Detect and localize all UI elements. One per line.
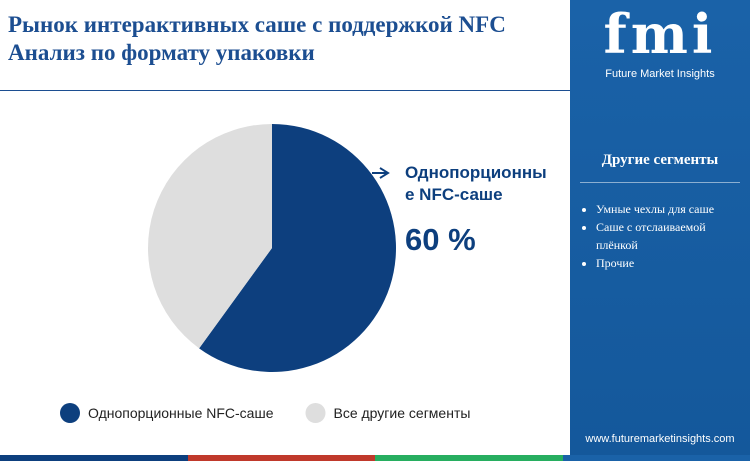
- segment-list: Умные чехлы для сашеСаше с отслаиваемой …: [576, 200, 746, 272]
- callout-arrow: [372, 167, 390, 179]
- divider: [0, 90, 570, 91]
- legend-label: Однопорционные NFC-саше: [88, 405, 274, 421]
- website: www.futuremarketinsights.com: [585, 433, 735, 445]
- pie-slice: [148, 124, 272, 349]
- segment-item: Прочие: [596, 254, 746, 272]
- sidebar-heading: Другие сегменты: [601, 152, 719, 168]
- chart-subtitle: Анализ по формату упаковки: [8, 40, 315, 65]
- value-label: 60 %: [405, 222, 476, 257]
- chart: Однопорционные NFC-саше Все другие сегмен…: [60, 124, 471, 423]
- brand-name: Future Market Insights: [605, 68, 715, 80]
- segment-item: Саше с отслаиваемой плёнкой: [596, 218, 746, 254]
- legend-label: Все другие сегменты: [334, 405, 471, 421]
- sidebar: fmi Future Market Insights Другие сегмен…: [570, 0, 750, 455]
- divider: [580, 182, 740, 183]
- legend-marker: [305, 403, 326, 423]
- chart-title: Рынок интерактивных саше с поддержкой NF…: [8, 12, 506, 37]
- pie-slice: [199, 124, 396, 372]
- segment-item: Умные чехлы для саше: [596, 200, 746, 218]
- callout-label: Однопорционные NFC-саше: [405, 163, 547, 204]
- logo: fmi: [603, 2, 717, 66]
- legend-marker: [60, 403, 80, 423]
- footer-strip: [0, 455, 750, 461]
